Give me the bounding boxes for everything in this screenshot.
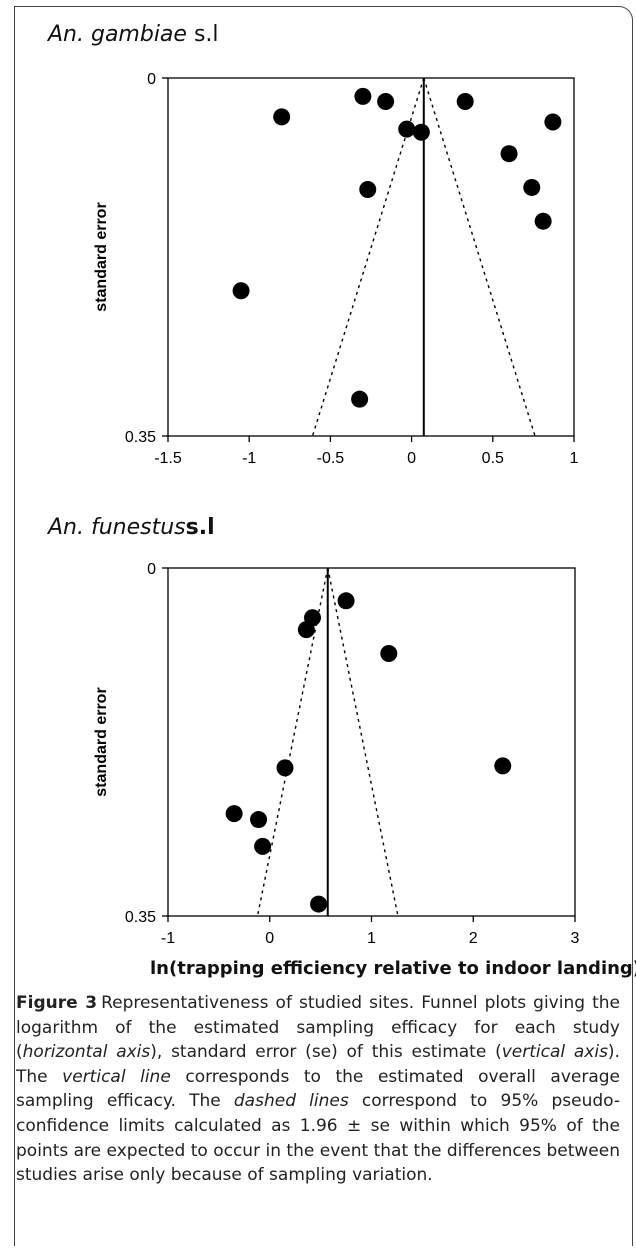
y-tick-label: 0.35 [125,909,156,926]
x-tick-label: -0.5 [317,450,345,467]
caption-italic-term: dashed lines [233,1091,349,1112]
study-point [377,93,395,111]
study-point [412,123,430,141]
study-point [544,113,562,131]
funnel-limit-left [256,567,329,917]
study-point [337,592,355,610]
caption-text: Representativeness of studied sites. Fun… [16,993,621,1063]
funnel-limit-right [423,77,536,437]
study-point [254,837,272,855]
x-tick-label: 0 [407,450,416,467]
figure-caption: Figure 3 Representativeness of studied si… [16,991,620,1188]
caption-italic-term: vertical axis [501,1042,608,1063]
plot-area-border [167,567,576,917]
panel-title-suffix: s.l [185,515,215,540]
study-point [500,145,518,163]
study-point [310,895,328,913]
plot-area-border [167,77,575,437]
study-point [297,621,315,639]
x-tick-label: 1 [367,930,376,947]
x-tick-label: 2 [469,930,478,947]
caption-text: corresponds to the estimated overall ave… [16,1066,621,1112]
x-tick-label: 1 [570,450,579,467]
caption-italic-term: vertical line [62,1066,171,1087]
caption-italic-term: horizontal axis [22,1042,151,1063]
caption-text: ), standard error (se) of this estimate … [150,1042,502,1063]
caption-text: ). The [16,1042,620,1087]
panel-title-italic: An. funestus [48,515,186,540]
y-tick-label: 0 [147,561,156,578]
x-tick-label: -1.5 [154,450,182,467]
x-tick-label: 3 [571,930,580,947]
shared-x-axis-label: ln(trapping efficiency relative to indoo… [150,958,636,979]
panel-title-funestus: An. funestuss.l [48,515,215,540]
y-tick-label: 0 [147,71,156,88]
study-point [494,757,512,775]
study-point [232,282,250,300]
study-point [273,108,291,126]
study-point [456,93,474,111]
x-tick-label: -1 [161,930,175,947]
study-point [276,759,294,777]
figure-label: Figure 3 [16,993,98,1013]
study-point [398,120,416,138]
chart-gambiae: 0 0.35 -1.5 -1 -0.5 0 0.5 1 standard error [93,71,579,467]
x-tick-label: 0 [265,930,274,947]
study-point [523,178,541,196]
figure-frame [14,6,633,1246]
x-tick-label: -1 [242,450,256,467]
caption-body: Representativeness of studied sites. Fun… [16,993,620,1185]
caption-text: correspond to 95% pseudo-confidence limi… [16,1091,620,1186]
study-point [380,645,398,663]
panel-title-italic: An. gambiae [48,22,187,47]
y-tick-label: 0.35 [125,429,156,446]
panel-title-gambiae: An. gambiae s.l [48,22,219,47]
x-tick-label: 0.5 [482,450,504,467]
y-axis-label: standard error [93,202,110,311]
chart-funestus: 0 0.35 -1 0 1 2 3 standard error [93,561,580,947]
y-axis-label: standard error [93,687,110,796]
funnel-limit-right [327,567,399,917]
study-point [225,805,243,823]
study-point [351,390,369,408]
study-point [359,180,377,198]
study-point [250,811,268,829]
panel-title-suffix: s.l [186,22,219,47]
study-point [534,212,552,230]
study-point [354,87,372,105]
